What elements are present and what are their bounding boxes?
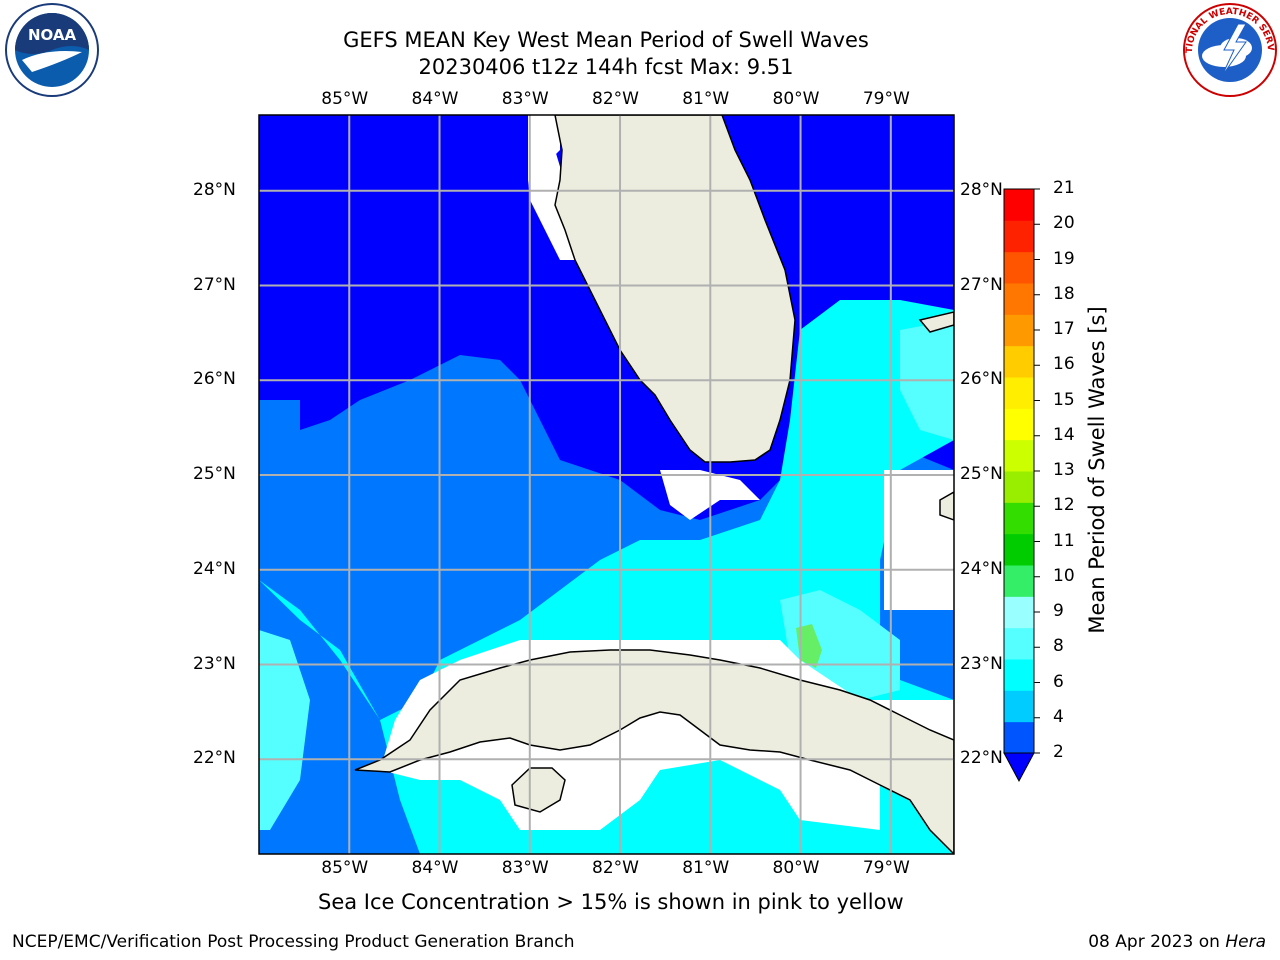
lat-tick-label-left: 28°N xyxy=(193,179,236,200)
colorbar-tick-label: 2 xyxy=(1053,742,1064,762)
colorbar-segment xyxy=(1004,659,1034,691)
colorbar-tick-label: 15 xyxy=(1053,389,1075,410)
colorbar-segment xyxy=(1004,220,1034,253)
colorbar-tick-label: 13 xyxy=(1053,460,1075,480)
lat-tick-label-left: 24°N xyxy=(193,558,236,579)
lon-tick-label-bottom: 81°W xyxy=(682,858,730,878)
colorbar-tick-label: 9 xyxy=(1053,601,1064,621)
florida-landmass xyxy=(554,115,796,463)
cuba-landmass xyxy=(354,649,954,854)
lat-tick-label-left: 22°N xyxy=(193,748,236,769)
footer-credit: NCEP/EMC/Verification Post Processing Pr… xyxy=(12,932,575,952)
colorbar-segment xyxy=(1004,408,1034,441)
colorbar-segment xyxy=(1004,502,1034,535)
colorbar-segment xyxy=(1004,283,1034,315)
lon-tick-label-top: 79°W xyxy=(862,89,910,109)
lon-tick-label-bottom: 83°W xyxy=(501,858,549,878)
colorbar-segment xyxy=(1004,251,1034,284)
lat-tick-label-right: 24°N xyxy=(960,558,1003,579)
colorbar-segment xyxy=(1004,565,1034,597)
lat-tick-label-right: 22°N xyxy=(960,748,1003,769)
no-data-area-bahamas xyxy=(884,470,954,610)
noaa-logo: NOAA xyxy=(2,2,102,102)
colorbar-title: Mean Period of Swell Waves [s] xyxy=(1085,306,1109,634)
lat-tick-label-left: 26°N xyxy=(193,369,236,390)
lat-tick-label-right: 26°N xyxy=(960,369,1003,390)
map-frame xyxy=(258,114,955,855)
colorbar xyxy=(1003,188,1040,783)
andros-island xyxy=(939,491,954,521)
period-9-10-region xyxy=(796,624,822,668)
lat-tick-label-right: 28°N xyxy=(960,179,1003,200)
lon-tick-label-bottom: 85°W xyxy=(321,858,369,878)
lon-tick-label-top: 85°W xyxy=(321,89,369,109)
colorbar-segment xyxy=(1004,314,1034,347)
colorbar-segment xyxy=(1004,345,1034,378)
lat-tick-label-right: 25°N xyxy=(960,464,1003,485)
footer-date: 08 Apr 2023 on Hera xyxy=(1088,932,1266,952)
period-8-9-region-sw xyxy=(259,630,310,830)
lon-tick-label-bottom: 82°W xyxy=(592,858,639,878)
lat-tick-label-right: 23°N xyxy=(960,653,1003,674)
lon-tick-label-bottom: 84°W xyxy=(411,858,459,878)
bahamas-landmass xyxy=(918,311,954,333)
footer-machine: Hera xyxy=(1225,932,1266,952)
nws-logo: NATIONAL WEATHER SERVICE xyxy=(1176,0,1280,102)
colorbar-segment xyxy=(1004,189,1034,221)
lat-tick-label-left: 25°N xyxy=(193,464,236,485)
colorbar-tick-label: 12 xyxy=(1053,495,1075,516)
lon-tick-label-top: 83°W xyxy=(501,89,549,109)
colorbar-segment xyxy=(1004,596,1034,629)
lat-lon-grid xyxy=(259,115,954,854)
lon-tick-label-top: 84°W xyxy=(411,89,459,109)
colorbar-under-arrow xyxy=(1003,752,1035,783)
colorbar-tick-label: 16 xyxy=(1053,354,1075,375)
colorbar-segment xyxy=(1004,627,1034,660)
no-data-area-north xyxy=(530,150,575,260)
colorbar-tick-label: 11 xyxy=(1053,530,1075,551)
noaa-logo-text: NOAA xyxy=(28,26,77,44)
lon-tick-label-top: 82°W xyxy=(592,89,639,109)
colorbar-segment xyxy=(1004,471,1034,503)
colorbar-tick-label: 4 xyxy=(1053,706,1064,727)
colorbar-segment xyxy=(1004,690,1034,723)
colorbar-tick-label: 19 xyxy=(1053,248,1075,269)
lon-tick-label-top: 81°W xyxy=(682,89,730,109)
map-subtitle: 20230406 t12z 144h fcst Max: 9.51 xyxy=(418,55,794,79)
colorbar-tick-label: 21 xyxy=(1053,178,1075,198)
map-title: GEFS MEAN Key West Mean Period of Swell … xyxy=(343,28,869,52)
colorbar-tick-label: 18 xyxy=(1053,283,1075,304)
lon-tick-label-top: 80°W xyxy=(772,89,820,109)
colorbar-segment xyxy=(1004,721,1034,754)
footer-date-text: 08 Apr 2023 on xyxy=(1088,932,1226,952)
lat-tick-label-right: 27°N xyxy=(960,274,1003,295)
colorbar-tick-label: 6 xyxy=(1053,671,1064,692)
isla-de-la-juventud xyxy=(511,767,566,813)
colorbar-tick-label: 8 xyxy=(1053,636,1064,657)
colorbar-tick-label: 14 xyxy=(1053,424,1075,445)
colorbar-tick-label: 17 xyxy=(1053,319,1075,339)
colorbar-segment xyxy=(1004,533,1034,566)
colorbar-segment xyxy=(1004,439,1034,472)
lat-tick-label-left: 27°N xyxy=(193,274,236,295)
lon-tick-label-bottom: 79°W xyxy=(862,858,910,878)
lon-tick-label-bottom: 80°W xyxy=(772,858,820,878)
sea-ice-note: Sea Ice Concentration > 15% is shown in … xyxy=(318,890,904,914)
lat-tick-label-left: 23°N xyxy=(193,653,236,674)
colorbar-tick-label: 20 xyxy=(1053,213,1075,234)
colorbar-segment xyxy=(1004,377,1034,409)
colorbar-tick-label: 10 xyxy=(1053,565,1075,586)
